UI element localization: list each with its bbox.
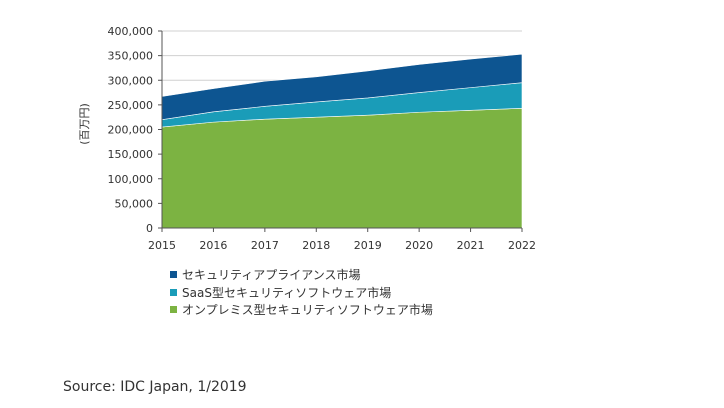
legend-label: SaaS型セキュリティソフトウェア市場: [182, 285, 392, 300]
legend-item: オンプレミス型セキュリティソフトウェア市場: [170, 301, 433, 319]
y-tick-label: 350,000: [108, 50, 154, 63]
legend-swatch: [170, 288, 177, 296]
x-tick-label: 2018: [302, 239, 330, 252]
x-tick-label: 2015: [148, 239, 176, 252]
y-tick-label: 250,000: [108, 99, 154, 112]
y-tick-label: 0: [146, 222, 153, 235]
x-tick-label: 2016: [199, 239, 227, 252]
x-tick-label: 2020: [405, 239, 433, 252]
legend-swatch: [170, 271, 177, 279]
legend-swatch: [170, 306, 177, 314]
legend-item: セキュリティアプライアンス市場: [170, 266, 433, 284]
y-tick-label: 400,000: [108, 25, 154, 38]
x-tick-label: 2021: [457, 239, 485, 252]
chart-legend: セキュリティアプライアンス市場 SaaS型セキュリティソフトウェア市場オンプレミス…: [170, 266, 433, 319]
y-tick-label: 100,000: [108, 173, 154, 186]
axes: [158, 30, 523, 232]
legend-label: セキュリティアプライアンス市場: [182, 268, 361, 283]
y-tick-labels: 0 50,000 100,000 150,000 200,000 250,000 300,0…: [108, 25, 154, 235]
legend-label: オンプレミス型セキュリティソフトウェア市場: [182, 303, 433, 318]
area-series-0: [161, 108, 523, 229]
x-tick-label: 2019: [354, 239, 382, 252]
y-tick-label: 200,000: [108, 124, 154, 137]
y-tick-label: 150,000: [108, 148, 154, 161]
y-tick-label: 300,000: [108, 74, 154, 87]
x-tick-label: 2017: [251, 239, 279, 252]
y-axis-title: (百万円): [78, 103, 91, 145]
source-note: Source: IDC Japan, 1/2019: [63, 379, 247, 395]
x-tick-labels: 2015 2016 2017 2018 2019 2020 2021 2022: [148, 239, 536, 252]
y-tick-label: 50,000: [115, 197, 154, 210]
legend-item: SaaS型セキュリティソフトウェア市場: [170, 284, 433, 302]
x-tick-label: 2022: [508, 239, 536, 252]
area-series-2: [161, 53, 523, 120]
